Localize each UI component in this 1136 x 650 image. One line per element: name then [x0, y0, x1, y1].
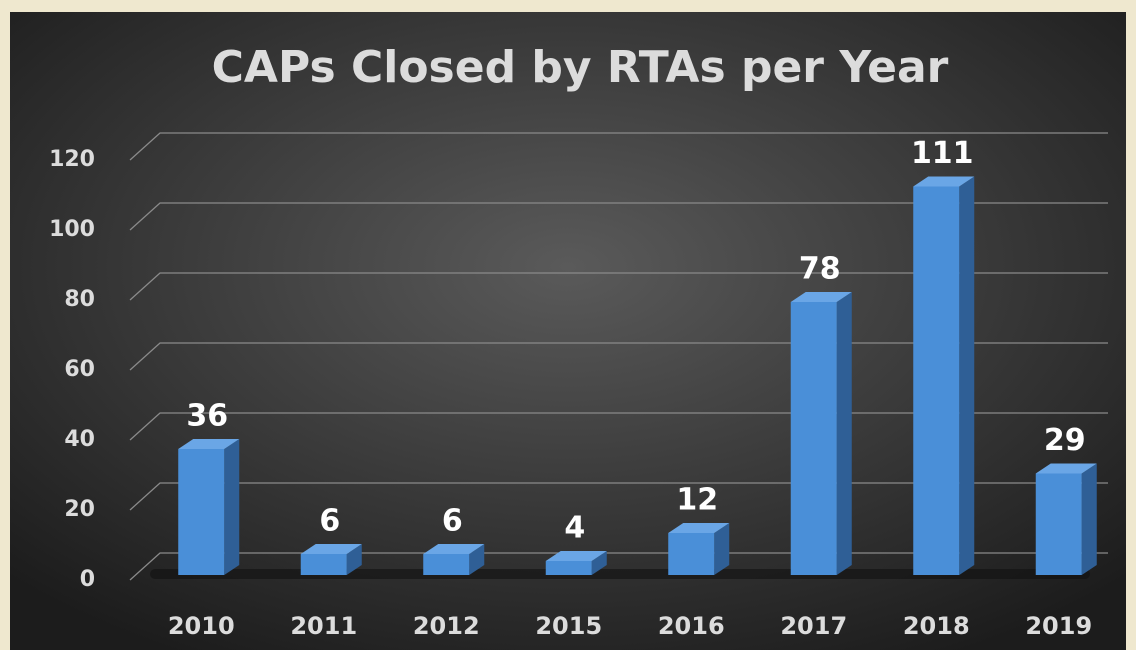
- bar-front: [423, 554, 470, 575]
- bar-top: [1035, 463, 1097, 474]
- bar: [913, 176, 975, 575]
- floor-shadow: [150, 569, 1090, 579]
- bar: [668, 523, 730, 575]
- bar: [1035, 463, 1097, 575]
- value-label: 29: [1044, 423, 1086, 458]
- y-tick-label: 60: [64, 357, 95, 382]
- bar: [300, 544, 362, 575]
- y-tick-label: 20: [64, 497, 95, 522]
- value-label: 12: [676, 483, 718, 518]
- bar-side: [959, 176, 975, 575]
- grid-line: [129, 132, 1108, 161]
- grid-line: [129, 202, 1108, 231]
- value-label: 36: [186, 399, 228, 434]
- bar-front: [178, 449, 225, 575]
- bar-side: [714, 523, 730, 575]
- bar-top: [545, 551, 607, 561]
- bar-side: [469, 544, 485, 575]
- x-tick-label: 2017: [780, 612, 847, 640]
- bar: [545, 551, 607, 575]
- bar-top: [668, 523, 730, 533]
- bar-side: [224, 439, 240, 575]
- grid-line: [129, 272, 1108, 301]
- bar-side: [346, 544, 362, 575]
- bar-top: [423, 544, 485, 554]
- bar: [423, 544, 485, 575]
- x-tick-label: 2015: [535, 612, 602, 640]
- bar-side: [591, 551, 607, 575]
- y-tick-label: 0: [80, 567, 95, 592]
- x-tick-label: 2012: [413, 612, 480, 640]
- value-label: 78: [799, 252, 841, 287]
- y-tick-label: 120: [49, 147, 95, 172]
- bar-top: [178, 439, 240, 449]
- bar: [790, 292, 852, 575]
- bar-front: [545, 561, 592, 575]
- bar-front: [668, 533, 715, 575]
- bar-front: [913, 186, 960, 575]
- x-tick-label: 2011: [290, 612, 357, 640]
- bar-side: [1081, 463, 1097, 575]
- x-tick-label: 2018: [903, 612, 970, 640]
- bar-front: [790, 302, 837, 575]
- bar-top: [790, 292, 852, 302]
- y-tick-label: 80: [64, 287, 95, 312]
- x-tick-label: 2016: [658, 612, 725, 640]
- x-tick-label: 2010: [168, 612, 235, 640]
- chart-title: CAPs Closed by RTAs per Year: [212, 42, 949, 93]
- value-label: 6: [319, 504, 340, 539]
- value-label: 6: [442, 504, 463, 539]
- bar-front: [1035, 473, 1082, 575]
- y-tick-label: 40: [64, 427, 95, 452]
- value-label: 4: [564, 511, 585, 546]
- bar-side: [836, 292, 852, 575]
- bar: [178, 439, 240, 575]
- bar-top: [300, 544, 362, 554]
- x-tick-label: 2019: [1025, 612, 1092, 640]
- value-label: 111: [911, 136, 974, 171]
- bar-front: [300, 554, 347, 575]
- bar-top: [913, 176, 975, 187]
- y-tick-label: 100: [49, 217, 95, 242]
